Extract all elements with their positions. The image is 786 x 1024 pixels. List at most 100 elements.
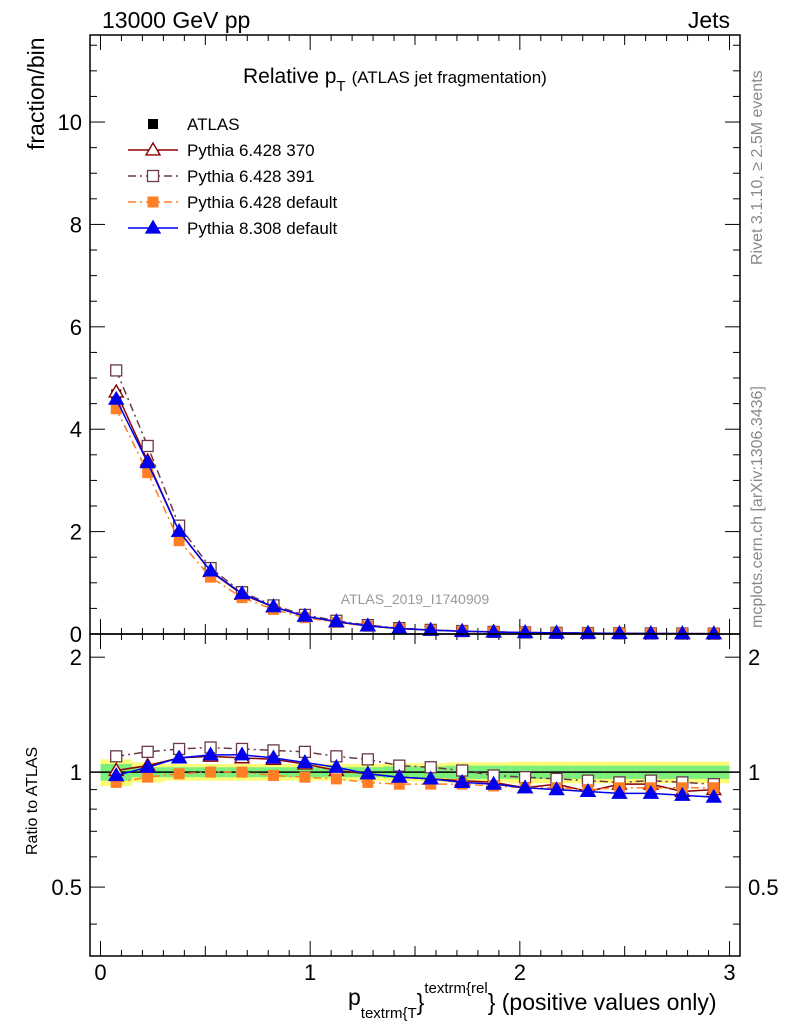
ratio-series-point-3 [359,765,377,780]
bottom-axis-ticks: 0 1 2 3 0.5 0.5 1 1 2 2 [51,634,779,985]
legend-label: Pythia 6.428 391 [187,167,315,186]
top-y-tick-label: 8 [70,212,82,237]
ratio-series-point-2 [205,766,217,778]
top-y-tick-label: 4 [70,417,82,442]
ratio-series-point-3 [642,784,660,799]
legend: ATLAS Pythia 6.428 370 Pythia 6.428 391 Pyt… [128,115,338,238]
bottom-y-tick-label-right: 1 [748,760,760,785]
top-axis-ticks: 0 2 4 6 8 10 [58,35,740,647]
top-series-point-1 [110,364,123,377]
rivet-version-label: Rivet 3.1.10, ≥ 2.5M events [749,70,766,265]
ratio-uncertainty-bands [90,759,740,786]
chart-title: Relative pT (ATLAS jet fragmentation) [243,65,547,95]
analysis-watermark: ATLAS_2019_I1740909 [341,591,490,607]
top-series-point-3 [139,454,156,469]
ratio-series-point-3 [485,775,502,790]
legend-marker [146,169,160,183]
bottom-y-tick-label: 1 [70,760,82,785]
top-y-tick-label: 10 [58,110,82,135]
legend-label: ATLAS [187,115,240,134]
ratio-series-point-3 [705,788,723,803]
legend-marker [144,219,162,234]
bottom-y-tick-label-right: 2 [748,645,760,670]
bottom-y-tick-label: 2 [70,645,82,670]
ratio-series-point-3 [579,783,597,798]
top-series-point-3 [579,624,597,639]
top-y-axis-title: fraction/bin [23,37,49,150]
header-process-label: Jets [688,7,730,33]
top-series-point-3 [642,625,660,640]
ratio-series-point-3 [107,767,125,782]
ratio-series-point-3 [233,746,251,761]
legend-marker [147,196,159,208]
ratio-series-point-3 [674,786,691,801]
legend-label: Pythia 6.428 default [187,193,338,212]
bottom-y-tick-label-right: 0.5 [748,875,779,900]
x-tick-label: 3 [723,960,735,985]
x-axis-title-rest: } (positive values only) [488,989,717,1015]
top-series-point-1 [141,439,154,453]
top-series-point-3 [611,624,628,639]
top-series-point-3 [233,585,251,600]
ratio-series-line-3 [116,754,714,798]
legend-marker [148,119,158,129]
top-series-point-3 [674,625,691,640]
top-series-point-3 [453,622,471,637]
top-series-point-3 [170,522,188,537]
x-tick-label: 2 [514,960,526,985]
top-series-point-3 [202,562,219,577]
top-y-tick-label: 2 [70,520,82,545]
top-series-point-3 [422,621,439,636]
chart-title-main: Relative p [243,65,336,88]
x-tick-label: 1 [304,960,316,985]
ratio-series-group [107,741,723,803]
ratio-series-point-3 [391,768,408,783]
top-series-point-3 [328,613,345,628]
ratio-series-point-3 [453,774,471,788]
chart-title-sub: T [336,78,345,95]
x-axis-title-sup: textrm{rel [424,980,487,997]
legend-label: Pythia 6.428 370 [187,141,315,160]
ratio-series-point-3 [516,779,534,794]
ratio-series-point-3 [296,754,314,769]
ratio-series-point-1 [361,753,374,766]
legend-marker [144,141,162,156]
ratio-series-point-3 [139,758,156,773]
ratio-series-point-2 [330,773,342,785]
top-series-point-3 [705,625,723,640]
ratio-series-point-3 [202,746,219,761]
ratio-series-point-3 [328,758,345,773]
ratio-series-point-3 [548,781,565,796]
bottom-panel-frame [89,633,741,957]
ratio-series-point-3 [170,749,188,764]
x-axis-title-p: p [348,984,361,1010]
ratio-series-point-2 [236,766,248,778]
x-axis-title-close: } [417,989,425,1015]
top-y-tick-label: 0 [70,622,82,647]
top-y-tick-label: 6 [70,315,82,340]
x-axis-title-sub: textrm{T [361,1005,417,1022]
bottom-y-axis-title: Ratio to ATLAS [24,747,41,855]
ratio-series-point-2 [299,771,311,783]
ratio-series-point-1 [141,745,154,759]
x-tick-label: 0 [94,960,106,985]
ratio-series-point-2 [142,771,154,783]
source-label: mcplots.cern.ch [arXiv:1306.3436] [749,386,766,628]
top-series-point-3 [548,624,565,639]
ratio-series-point-3 [422,770,439,785]
top-series-point-3 [296,607,314,622]
chart-title-note: (ATLAS jet fragmentation) [352,68,547,87]
x-axis-title: ptextrm{T}textrm{rel} (positive values o… [348,980,717,1022]
ratio-series-point-2 [267,769,279,781]
header-energy-label: 13000 GeV pp [102,7,250,33]
ratio-series-point-1 [110,750,123,763]
ratio-series-line-1 [116,746,714,785]
top-series-point-3 [359,617,377,632]
ratio-series-point-3 [611,784,628,799]
top-series-point-3 [107,390,125,405]
bottom-y-tick-label: 0.5 [51,875,82,900]
legend-label: Pythia 8.308 default [187,219,338,238]
ratio-series-point-2 [173,768,185,780]
ratio-series-point-3 [265,749,282,764]
